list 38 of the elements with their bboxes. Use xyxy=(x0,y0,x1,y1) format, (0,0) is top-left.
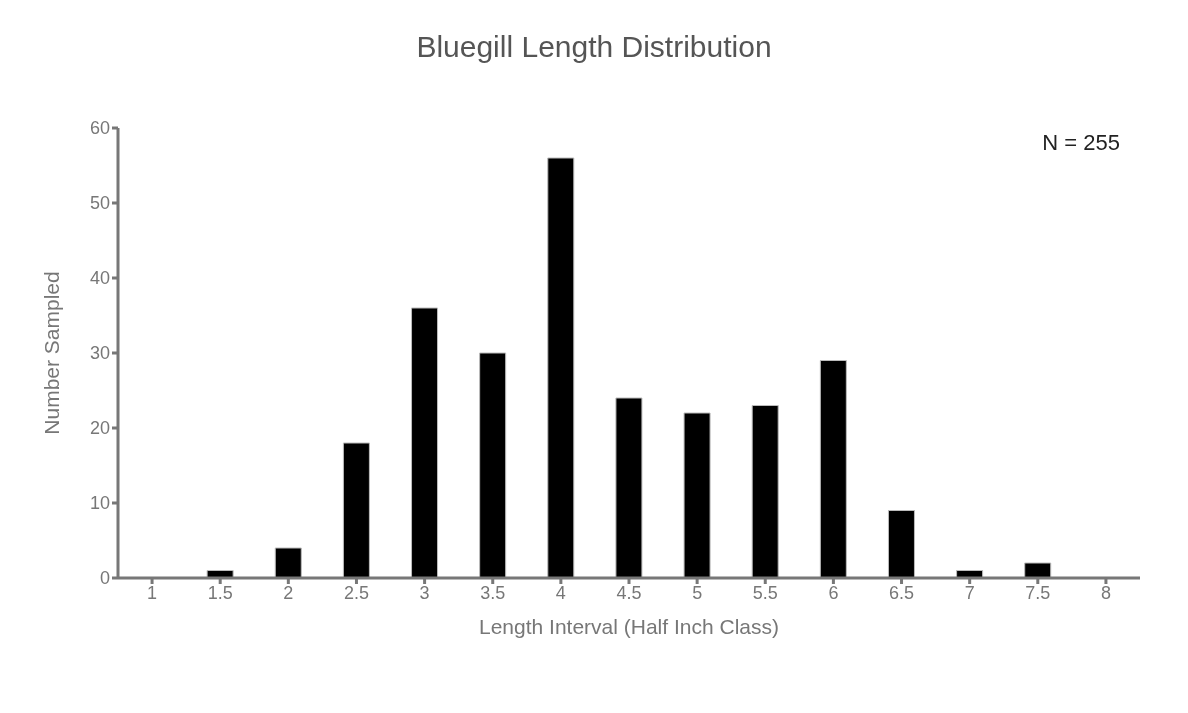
y-tick-label: 60 xyxy=(89,118,110,139)
bar xyxy=(206,570,234,578)
bar xyxy=(411,307,439,578)
x-axis-title: Length Interval (Half Inch Class) xyxy=(479,615,779,638)
y-tick-label: 50 xyxy=(89,193,110,214)
x-tick-label: 4.5 xyxy=(616,582,642,603)
x-tick-label: 2.5 xyxy=(343,582,369,603)
bar xyxy=(887,510,915,578)
y-tick-label: 30 xyxy=(89,343,110,364)
bar xyxy=(683,412,711,578)
x-tick-label: 4 xyxy=(555,582,566,603)
bar xyxy=(819,360,847,578)
x-tick-label: 3 xyxy=(419,582,430,603)
y-tick-label: 0 xyxy=(99,568,110,589)
bar xyxy=(615,397,643,578)
x-tick-label: 7 xyxy=(964,582,975,603)
x-tick-label: 6.5 xyxy=(889,582,915,603)
x-tick-label: 7.5 xyxy=(1025,582,1051,603)
bar xyxy=(274,547,302,578)
chart-title: Bluegill Length Distribution xyxy=(415,30,773,64)
bar xyxy=(342,442,370,578)
x-tick-label: 2 xyxy=(283,582,294,603)
annotation: N = 255 xyxy=(1042,130,1120,156)
x-tick-label: 5.5 xyxy=(752,582,778,603)
y-tick-label: 40 xyxy=(89,268,110,289)
x-tick-label: 8 xyxy=(1100,582,1111,603)
x-tick-label: 6 xyxy=(828,582,839,603)
y-tick-label: 10 xyxy=(89,493,110,514)
bar xyxy=(751,405,779,578)
x-tick-label: 1 xyxy=(147,582,158,603)
x-tick-label: 1.5 xyxy=(207,582,233,603)
y-axis-title: Number Sampled xyxy=(40,271,64,435)
bar xyxy=(479,352,507,578)
x-tick-label: 3.5 xyxy=(480,582,506,603)
bar xyxy=(1024,562,1052,578)
y-tick-label: 20 xyxy=(89,418,110,439)
x-tick-label: 5 xyxy=(692,582,703,603)
bar xyxy=(547,157,575,578)
